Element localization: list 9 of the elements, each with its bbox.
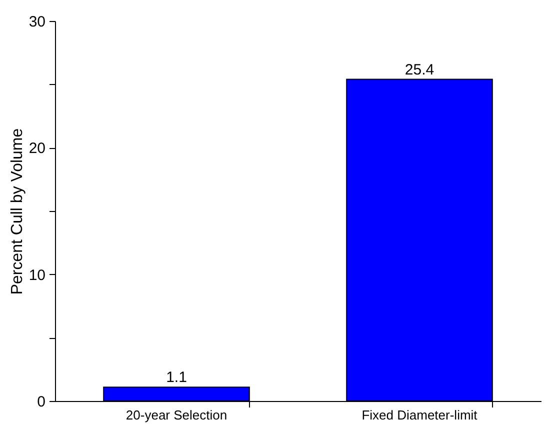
data-label: 1.1 xyxy=(166,369,187,386)
y-tick-label: 10 xyxy=(28,266,46,284)
y-tick-label: 30 xyxy=(28,14,46,30)
y-tick-label: 20 xyxy=(28,140,46,158)
x-tick-label: Fixed Diameter-limit xyxy=(362,408,478,422)
y-axis-title: Percent Cull by Volume xyxy=(8,128,26,295)
data-label: 25.4 xyxy=(404,61,434,78)
y-tick-label: 0 xyxy=(37,394,46,410)
x-tick-label: 20-year Selection xyxy=(126,408,228,422)
